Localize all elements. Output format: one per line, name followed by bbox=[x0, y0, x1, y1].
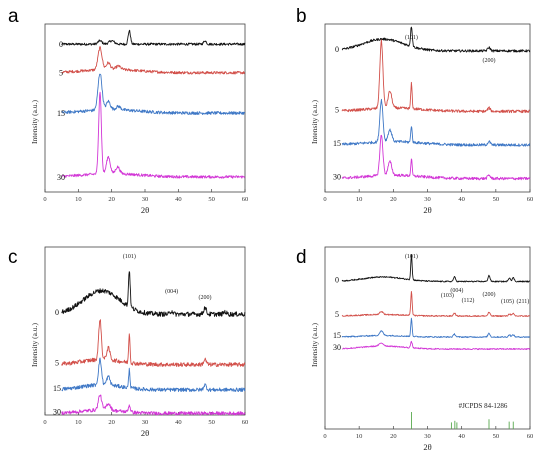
series-line-15 bbox=[341, 98, 531, 147]
series-line-0 bbox=[61, 29, 246, 46]
series-line-5 bbox=[61, 319, 246, 368]
x-tick-label: 0 bbox=[43, 419, 46, 426]
y-axis-title: Intensity (a.u.) bbox=[30, 323, 39, 367]
series-line-30 bbox=[61, 91, 246, 179]
x-tick-label: 60 bbox=[242, 196, 249, 203]
peak-label: (004) bbox=[450, 287, 463, 294]
series-line-0 bbox=[341, 26, 531, 53]
series-line-5 bbox=[61, 46, 246, 75]
peak-label: (101) bbox=[405, 253, 418, 260]
x-axis-title: 2θ bbox=[141, 428, 149, 438]
series-label-15: 15 bbox=[333, 139, 341, 148]
x-tick-label: 50 bbox=[208, 419, 215, 426]
x-tick-label: 60 bbox=[527, 433, 534, 440]
series-label-0: 0 bbox=[59, 40, 63, 49]
series-line-0 bbox=[61, 271, 246, 317]
series-line-15 bbox=[61, 73, 246, 116]
peak-label: (101) bbox=[405, 34, 418, 41]
x-tick-label: 50 bbox=[208, 196, 215, 203]
y-axis-title: Intensity (a.u.) bbox=[310, 323, 319, 367]
x-tick-label: 50 bbox=[493, 433, 500, 440]
x-axis-title: 2θ bbox=[423, 442, 431, 452]
peak-label: (004) bbox=[165, 288, 178, 295]
series-label-5: 5 bbox=[55, 359, 59, 368]
panel-letter-c: c bbox=[8, 247, 18, 268]
x-tick-label: 20 bbox=[108, 196, 115, 203]
series-line-5 bbox=[341, 39, 531, 114]
series-label-5: 5 bbox=[59, 69, 63, 78]
peak-label: (200) bbox=[199, 294, 212, 301]
plot-frame bbox=[44, 23, 246, 193]
x-tick-label: 40 bbox=[175, 196, 182, 203]
x-tick-label: 50 bbox=[493, 196, 500, 203]
y-axis-title: Intensity (a.u.) bbox=[30, 100, 39, 144]
x-tick-label: 40 bbox=[458, 196, 465, 203]
x-tick-label: 10 bbox=[75, 419, 82, 426]
series-label-15: 15 bbox=[53, 384, 61, 393]
peak-label: (101) bbox=[123, 253, 136, 260]
x-tick-label: 20 bbox=[108, 419, 115, 426]
x-tick-label: 60 bbox=[242, 419, 249, 426]
panel-letter-b: b bbox=[296, 6, 307, 27]
x-tick-label: 0 bbox=[43, 196, 46, 203]
x-axis-title: 2θ bbox=[423, 205, 431, 215]
series-line-30 bbox=[61, 394, 246, 416]
x-tick-label: 30 bbox=[424, 433, 431, 440]
x-tick-label: 40 bbox=[175, 419, 182, 426]
peak-label: (200) bbox=[483, 57, 496, 64]
x-tick-label: 30 bbox=[142, 196, 149, 203]
panel-d: d 0 10 20 30 40 50 60 2θ Intensity (a.u.) 0 5 15 30 (1… bbox=[296, 246, 534, 452]
series-line-30 bbox=[341, 134, 531, 181]
series-label-30: 30 bbox=[57, 173, 65, 182]
x-axis-title: 2θ bbox=[141, 205, 149, 215]
x-tick-label: 10 bbox=[356, 196, 363, 203]
x-tick-label: 40 bbox=[458, 433, 465, 440]
peak-label: (211) bbox=[517, 298, 530, 305]
x-tick-label: 10 bbox=[356, 433, 363, 440]
panel-c: c 0 10 20 30 40 50 60 2θ Intensity (a.u.) 0 5 15 30 (1… bbox=[8, 246, 249, 438]
series-line-30 bbox=[341, 340, 531, 351]
series-label-30: 30 bbox=[53, 407, 61, 416]
series-line-15 bbox=[341, 317, 531, 339]
series-line-5 bbox=[341, 291, 530, 318]
x-tick-label: 30 bbox=[142, 419, 149, 426]
series-label-0: 0 bbox=[55, 308, 59, 317]
series-label-5: 5 bbox=[335, 310, 339, 319]
series-label-5: 5 bbox=[335, 105, 339, 114]
x-tick-label: 20 bbox=[390, 196, 397, 203]
x-tick-label: 30 bbox=[424, 196, 431, 203]
x-tick-label: 0 bbox=[323, 196, 326, 203]
series-label-15: 15 bbox=[333, 331, 341, 340]
series-label-30: 30 bbox=[333, 173, 341, 182]
x-tick-label: 0 bbox=[323, 433, 326, 440]
peak-label: (200) bbox=[483, 291, 496, 298]
peak-label: (103) bbox=[441, 292, 454, 299]
panel-b: b 0 10 20 30 40 50 60 2θ Intensity (a.u.) 0 5 15 30 (1… bbox=[296, 6, 533, 215]
series-label-0: 0 bbox=[335, 45, 339, 54]
panel-a: a 0 10 20 30 40 50 60 2θ Intensity (a.u.) 0 5 15 30 bbox=[8, 6, 248, 215]
series-line-15 bbox=[61, 357, 246, 393]
x-tick-label: 60 bbox=[527, 196, 534, 203]
panel-letter-d: d bbox=[296, 247, 307, 268]
series-label-15: 15 bbox=[57, 109, 65, 118]
series-label-30: 30 bbox=[333, 343, 341, 352]
reference-label: #JCPDS 84-1286 bbox=[459, 402, 508, 410]
y-axis-title: Intensity (a.u.) bbox=[310, 100, 319, 144]
panel-letter-a: a bbox=[8, 6, 19, 27]
x-tick-label: 20 bbox=[390, 433, 397, 440]
series-line-0 bbox=[341, 254, 531, 283]
peak-label: (105) bbox=[501, 298, 514, 305]
x-tick-label: 10 bbox=[75, 196, 82, 203]
peak-label: (112) bbox=[462, 297, 475, 304]
series-label-0: 0 bbox=[335, 276, 339, 285]
